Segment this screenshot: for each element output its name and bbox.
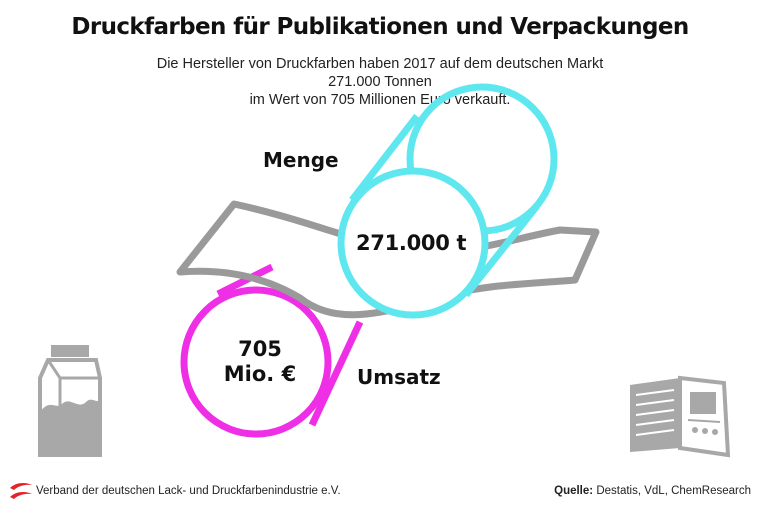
menge-roller-icon xyxy=(337,83,558,319)
umsatz-value: 705 Mio. € xyxy=(205,337,315,387)
milk-carton-icon xyxy=(38,345,102,457)
umsatz-value-line-2: Mio. € xyxy=(223,362,297,386)
source-text: Destatis, VdL, ChemResearch xyxy=(596,485,751,497)
subtitle-line-1: Die Hersteller von Druckfarben haben 201… xyxy=(156,56,604,90)
page-title: Druckfarben für Publikationen und Verpac… xyxy=(71,14,689,40)
menge-value: 271.000 t xyxy=(356,231,467,255)
magazine-icon xyxy=(630,375,731,458)
source-label: Quelle: xyxy=(554,485,594,497)
umsatz-value-line-1: 705 xyxy=(238,337,282,361)
umsatz-roller-icon xyxy=(180,263,364,438)
organization-name: Verband der deutschen Lack- und Druckfar… xyxy=(36,485,341,497)
source-note: Quelle: Destatis, VdL, ChemResearch xyxy=(554,485,751,497)
menge-label: Menge xyxy=(263,148,339,172)
vdl-logo-icon xyxy=(10,483,32,499)
subtitle: Die Hersteller von Druckfarben haben 201… xyxy=(130,55,630,109)
umsatz-label: Umsatz xyxy=(357,365,441,389)
